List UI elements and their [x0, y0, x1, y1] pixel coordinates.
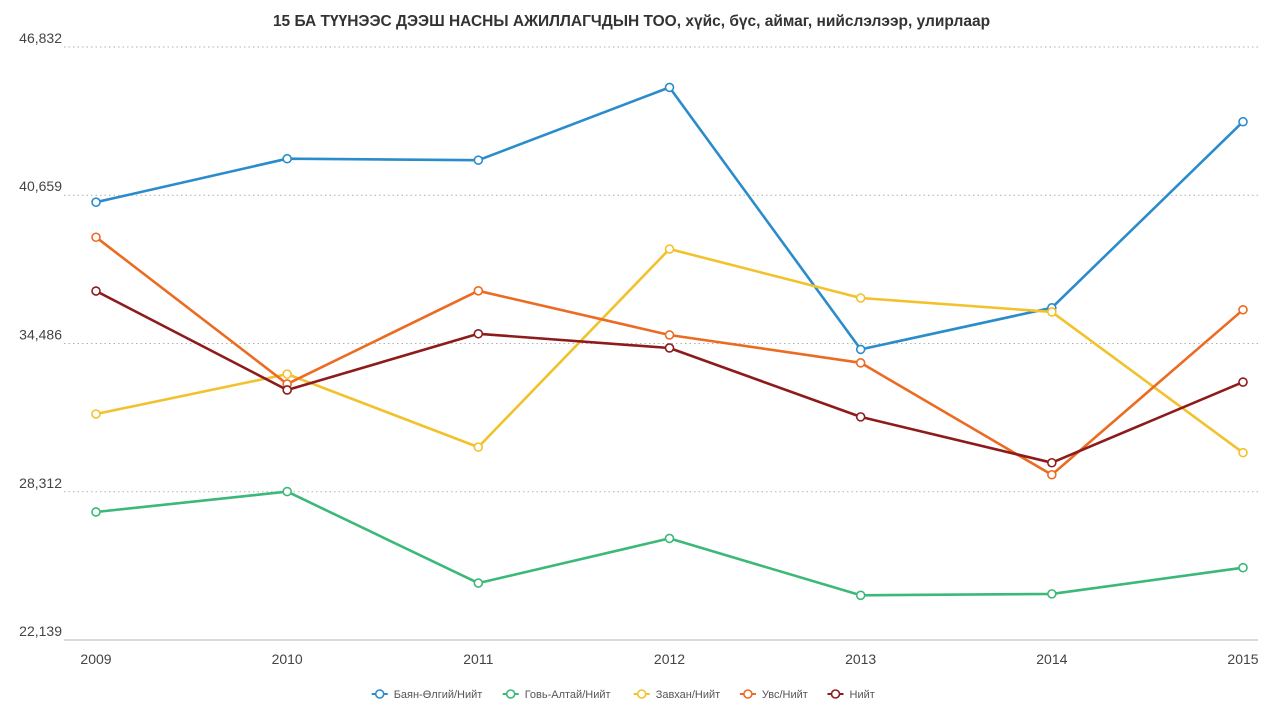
- y-tick-label: 28,312: [19, 475, 62, 491]
- data-point: [855, 590, 866, 601]
- axis-layer: 22,139 28,312 34,486 40,659 46,832 2009 2010 20…: [19, 30, 1259, 667]
- data-point: [664, 244, 675, 254]
- y-tick-label: 46,832: [19, 30, 62, 46]
- legend-label: Нийт: [850, 689, 875, 701]
- data-point: [1047, 307, 1057, 317]
- data-point: [473, 328, 484, 339]
- legend-swatch-marker: [743, 689, 753, 699]
- legend-swatch-marker: [830, 689, 841, 699]
- legend-swatch-marker: [636, 689, 647, 699]
- series-line: [94, 235, 1245, 477]
- data-point: [91, 286, 101, 296]
- data-point: [1238, 304, 1248, 315]
- data-point: [664, 82, 675, 93]
- data-point: [473, 578, 484, 588]
- x-tick-label: 2012: [654, 651, 685, 667]
- data-point: [1238, 116, 1248, 127]
- chart-title: 15 БА ТҮҮНЭЭС ДЭЭШ НАСНЫ АЖИЛЛАГЧДЫН ТОО…: [272, 13, 991, 30]
- data-point: [855, 293, 866, 303]
- data-point: [855, 358, 866, 368]
- series-layer: [91, 82, 1248, 601]
- x-tick-label: 2011: [463, 651, 493, 667]
- legend: Баян-Өлгий/Нийт Говь-Алтай/Нийт Завхан/Ний…: [371, 689, 875, 701]
- legend-swatch-marker: [374, 689, 385, 699]
- series-line: [94, 86, 1245, 351]
- data-point: [1238, 377, 1248, 387]
- data-point: [855, 344, 866, 355]
- data-point: [473, 285, 484, 296]
- data-point: [91, 409, 101, 419]
- grid-layer: [64, 46, 1258, 641]
- series-line: [94, 490, 1245, 597]
- data-point: [282, 385, 292, 395]
- data-point: [282, 369, 292, 379]
- data-point: [664, 533, 675, 544]
- data-point: [1047, 457, 1057, 468]
- x-tick-label: 2009: [80, 651, 111, 667]
- data-point: [282, 153, 292, 164]
- data-point: [473, 442, 484, 452]
- data-point: [1047, 589, 1057, 599]
- x-tick-label: 2015: [1227, 651, 1258, 667]
- x-tick-label: 2013: [845, 651, 876, 667]
- legend-label: Завхан/Нийт: [656, 689, 721, 701]
- data-point: [91, 197, 101, 207]
- data-point: [91, 232, 101, 243]
- legend-label: Увс/Нийт: [762, 689, 808, 701]
- data-point: [664, 343, 675, 353]
- data-point: [91, 507, 101, 517]
- data-point: [1238, 447, 1248, 458]
- legend-swatch-marker: [505, 689, 516, 699]
- y-tick-label: 34,486: [19, 326, 62, 342]
- data-point: [855, 412, 866, 422]
- x-tick-label: 2010: [272, 651, 303, 667]
- data-point: [473, 155, 484, 165]
- legend-label: Баян-Өлгий/Нийт: [394, 689, 483, 701]
- y-tick-label: 40,659: [19, 178, 62, 194]
- legend-label: Говь-Алтай/Нийт: [525, 689, 611, 701]
- data-point: [1047, 469, 1057, 480]
- data-point: [1238, 562, 1248, 573]
- data-point: [282, 486, 292, 497]
- data-point: [664, 330, 675, 340]
- x-tick-label: 2014: [1036, 651, 1067, 667]
- y-tick-label: 22,139: [19, 623, 62, 639]
